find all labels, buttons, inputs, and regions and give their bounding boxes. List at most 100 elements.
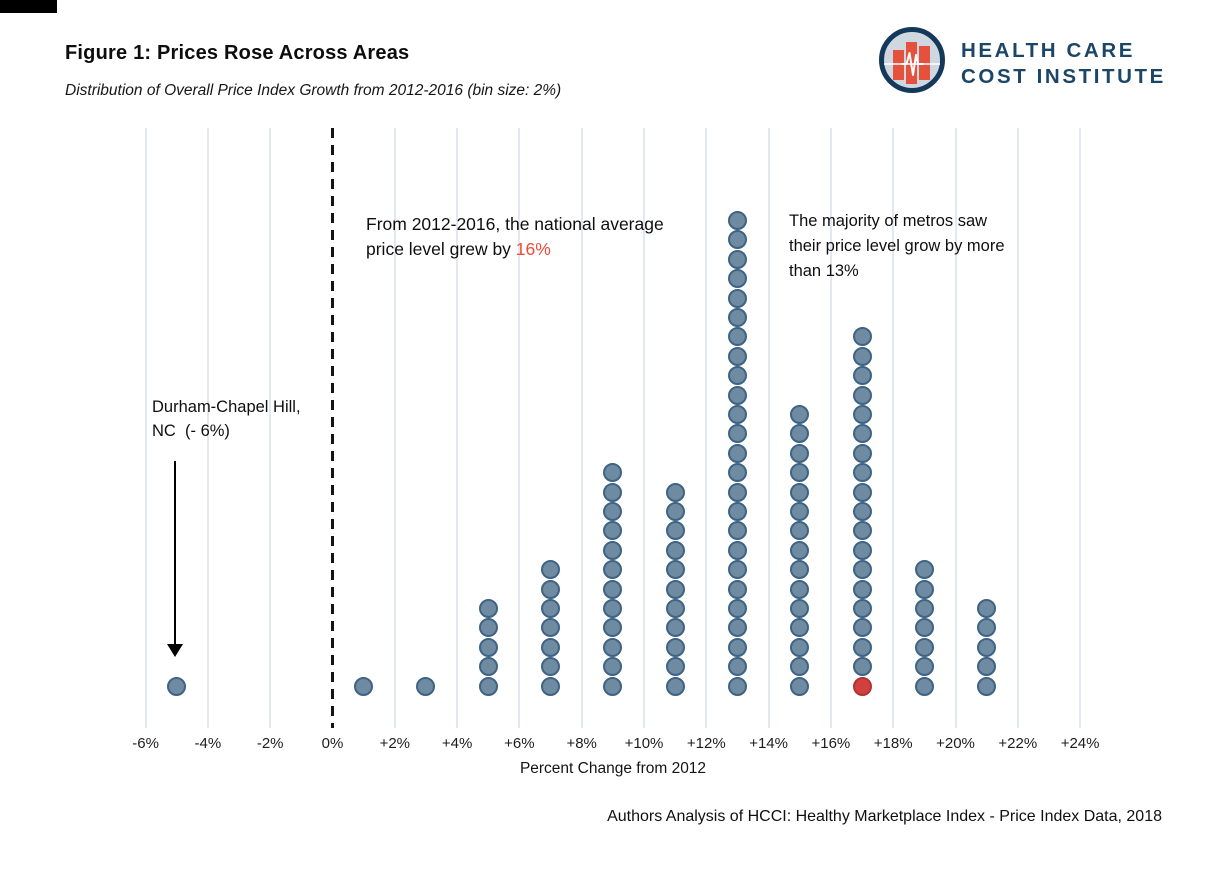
metro-dot [603,501,623,521]
metro-dot [852,443,872,463]
metro-dot [852,366,872,386]
x-tick-label: 0% [321,735,344,752]
source-note: Authors Analysis of HCCI: Healthy Market… [607,808,1162,825]
metro-dot [727,404,747,424]
x-tick-label: +20% [936,735,975,752]
metro-dot [478,618,498,638]
metro-dot [790,618,810,638]
metro-dot [665,618,685,638]
metro-dot [852,385,872,405]
metro-dot [790,443,810,463]
x-tick-label: +16% [811,735,851,752]
metro-dot [541,637,561,657]
metro-dot [478,598,498,618]
x-tick-label: +18% [873,735,913,752]
outlier-arrow-head-icon [167,644,183,657]
metro-dot [977,676,997,696]
metro-dot [541,618,561,638]
figure-title: Figure 1: Prices Rose Across Areas [65,42,410,64]
metro-dot [852,618,872,638]
metro-dot [852,560,872,580]
metro-dot [790,501,810,521]
gridline [1079,128,1082,728]
metro-dot [727,424,747,444]
annotation-national-average-highlight: 16% [515,239,551,259]
gridline [518,128,521,728]
metro-dot [790,560,810,580]
metro-dot [852,501,872,521]
metro-dot [603,560,623,580]
metro-dot [977,598,997,618]
outlier-arrow-line [174,461,176,645]
x-tick-label: -4% [194,735,222,752]
metro-dot [852,637,872,657]
metro-dot [541,560,561,580]
metro-dot [790,521,810,541]
metro-dot [727,210,747,230]
gridline [144,128,147,728]
annotation-outlier-label: Durham-Chapel Hill, NC (- 6%) [152,398,301,440]
gridline [767,128,770,728]
metro-dot [665,676,685,696]
zero-reference-line [331,128,334,728]
metro-dot [727,269,747,289]
x-tick-label: +24% [1060,735,1100,752]
x-tick-label: +2% [379,735,411,752]
metro-dot [603,618,623,638]
metro-dot [914,657,934,677]
metro-dot [914,560,934,580]
metro-dot [603,482,623,502]
gridline [580,128,583,728]
gridline [1016,128,1019,728]
gridline [643,128,645,728]
metro-dot [790,482,810,502]
metro-dot [727,385,747,405]
metro-dot [603,521,623,541]
metro-dot [790,676,810,696]
metro-dot [665,560,685,580]
metro-dot [852,327,872,347]
metro-dot [727,307,747,327]
metro-dot [790,463,810,483]
metro-dot [852,521,872,541]
annotation-national-average: From 2012-2016, the national average pri… [366,212,672,262]
metro-dot [727,540,747,560]
x-tick-label: -6% [132,735,159,752]
gridline [705,128,708,728]
metro-dot [478,676,498,696]
metro-dot [727,443,747,463]
metro-dot [790,540,810,560]
x-tick-label: +10% [624,735,664,752]
gridline [269,128,272,728]
metro-dot [914,579,934,599]
metro-dot [541,657,561,677]
x-tick-label: +12% [686,735,726,752]
gridline [954,128,957,728]
hcci-logo-text: HEALTH CARE COST INSTITUTE [961,36,1166,90]
metro-dot [727,657,747,677]
x-tick-label: +6% [504,735,535,752]
metro-dot [790,579,810,599]
bar-chart-ekg-circle-icon [878,26,946,99]
metro-dot [852,346,872,366]
metro-dot [852,579,872,599]
x-tick-label: +8% [566,735,597,752]
metro-dot [727,463,747,483]
metro-dot [852,598,872,618]
metro-dot [852,424,872,444]
x-tick-label: +14% [749,735,788,752]
metro-dot [603,657,623,677]
metro-dot [603,676,623,696]
gridline [206,128,209,728]
metro-dot [727,637,747,657]
metro-dot [852,482,872,502]
x-axis-title: Percent Change from 2012 [519,760,707,777]
metro-dot [790,404,810,424]
metro-dot [727,676,747,696]
metro-dot [665,637,685,657]
metro-dot [665,598,685,618]
metro-dot [914,637,934,657]
metro-dot [665,657,685,677]
metro-dot [167,676,187,696]
